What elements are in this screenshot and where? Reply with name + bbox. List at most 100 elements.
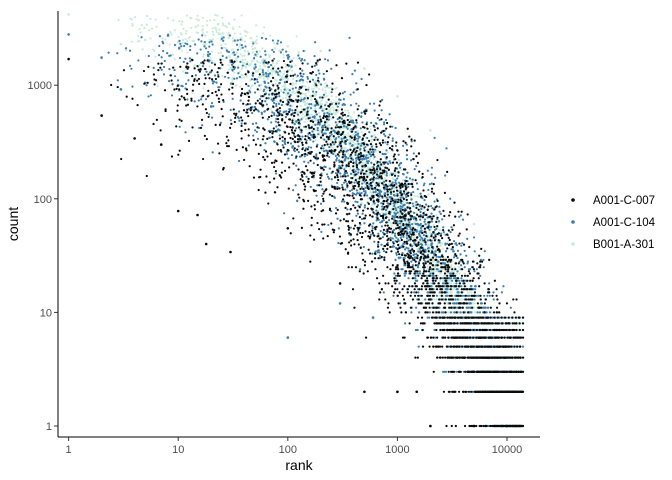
data-point [220, 47, 223, 50]
data-point [409, 195, 412, 198]
data-point [398, 282, 401, 285]
data-point [178, 125, 181, 128]
data-point [274, 99, 277, 102]
data-point [191, 92, 194, 95]
data-point [402, 225, 405, 228]
data-point [343, 181, 346, 184]
data-point [446, 294, 449, 297]
data-point [361, 121, 364, 124]
data-point [363, 140, 366, 143]
data-point [188, 35, 192, 39]
data-point [229, 66, 233, 69]
data-point [149, 37, 152, 40]
data-point [238, 25, 241, 29]
data-point [180, 45, 183, 48]
data-point [320, 149, 324, 152]
data-point [384, 152, 387, 156]
data-point [365, 154, 368, 157]
data-point [419, 227, 422, 230]
data-point [427, 258, 430, 261]
data-point [381, 236, 385, 239]
data-point [365, 121, 369, 124]
data-point [457, 266, 461, 269]
data-point [321, 144, 324, 147]
data-point [289, 58, 292, 61]
data-point [237, 159, 241, 163]
data-point [311, 90, 315, 93]
data-point [283, 110, 286, 113]
data-point [383, 180, 386, 183]
data-point [428, 183, 431, 186]
data-point [379, 229, 382, 233]
data-point [354, 164, 357, 167]
data-point [244, 58, 247, 61]
data-point [210, 102, 214, 105]
data-point [440, 264, 443, 267]
data-point [231, 68, 234, 71]
data-point [370, 141, 373, 144]
data-point [254, 91, 257, 94]
data-point [405, 189, 408, 192]
data-point [330, 112, 333, 116]
data-point [294, 64, 297, 67]
data-point [331, 139, 334, 142]
data-point [315, 154, 318, 158]
data-point [426, 268, 429, 271]
data-point [401, 205, 404, 208]
data-point [370, 150, 373, 154]
data-point [316, 126, 319, 130]
data-point [244, 45, 247, 48]
data-point [148, 29, 151, 32]
data-point [419, 192, 422, 195]
data-point [322, 107, 326, 110]
data-point [437, 262, 440, 265]
data-point [334, 138, 337, 141]
data-point [427, 224, 430, 227]
data-point [436, 274, 439, 277]
data-point [341, 183, 344, 187]
data-point [243, 49, 246, 52]
data-point [201, 124, 204, 127]
data-point [391, 237, 394, 240]
data-point [246, 94, 249, 97]
data-point [304, 117, 308, 121]
data-point [419, 218, 422, 221]
data-point [302, 81, 305, 84]
data-point [388, 197, 391, 200]
data-point [234, 84, 237, 87]
data-point [278, 95, 281, 98]
data-point [307, 86, 310, 89]
data-point [233, 39, 236, 42]
data-point [310, 87, 314, 90]
data-point [67, 13, 70, 16]
data-point [402, 235, 405, 238]
data-point [342, 134, 346, 137]
data-point [353, 69, 357, 72]
data-point [285, 90, 288, 93]
data-point [418, 247, 421, 250]
data-point [264, 85, 267, 88]
data-point [362, 245, 365, 249]
data-point [321, 109, 324, 112]
data-point [265, 75, 268, 78]
data-point [278, 134, 281, 137]
data-point [424, 203, 428, 206]
data-point [426, 216, 429, 219]
data-point [281, 75, 284, 78]
data-point [337, 166, 340, 170]
data-point [252, 134, 255, 137]
data-point [243, 76, 246, 79]
data-point [216, 14, 219, 17]
data-point [225, 49, 228, 52]
data-point [227, 33, 230, 36]
data-point [212, 105, 215, 108]
data-point [134, 16, 137, 19]
data-point [430, 166, 434, 169]
data-point [302, 84, 305, 87]
data-point [185, 29, 188, 32]
data-point [320, 230, 323, 233]
data-point [353, 181, 356, 184]
data-point [396, 211, 399, 214]
data-point [430, 233, 433, 236]
data-point [412, 221, 416, 224]
